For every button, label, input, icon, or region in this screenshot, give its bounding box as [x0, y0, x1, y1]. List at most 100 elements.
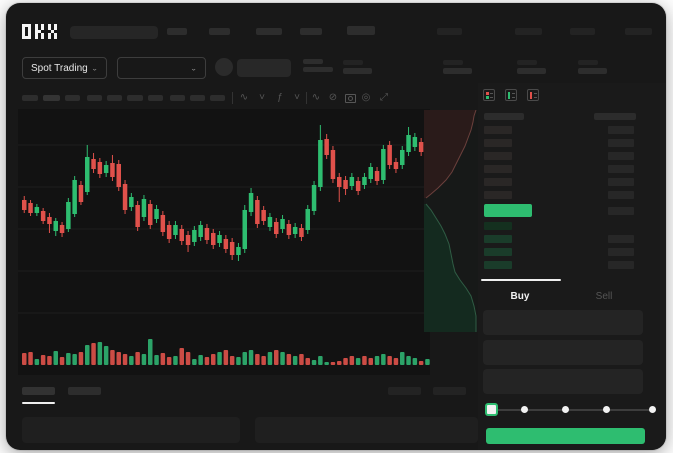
orders-filter-placeholder[interactable]	[433, 387, 466, 395]
timeframe-button[interactable]	[65, 95, 80, 101]
line-tool-icon[interactable]: ∿	[311, 92, 321, 103]
pair-dropdown[interactable]: ⌄	[117, 57, 206, 79]
okx-logo	[22, 24, 57, 39]
candlestick-volume-chart	[18, 125, 430, 365]
ask-amount[interactable]	[608, 126, 634, 134]
ask-price[interactable]	[484, 178, 512, 186]
nav-link-placeholder[interactable]	[515, 28, 542, 35]
stat-label-placeholder	[517, 60, 537, 65]
last-price-placeholder	[237, 59, 291, 77]
stat-value-placeholder	[517, 68, 546, 74]
slider-stop-50pct[interactable]	[562, 406, 569, 413]
nav-item-placeholder[interactable]	[167, 28, 187, 35]
total-input[interactable]	[483, 369, 643, 394]
timeframe-button[interactable]	[43, 95, 60, 101]
ask-amount[interactable]	[608, 152, 634, 160]
amount-slider-handle[interactable]	[485, 403, 498, 416]
spread-amount[interactable]	[608, 207, 634, 215]
nav-item-placeholder[interactable]	[347, 26, 375, 35]
timeframe-button[interactable]	[148, 95, 163, 101]
timeframe-button[interactable]	[87, 95, 102, 101]
ask-price[interactable]	[484, 139, 512, 147]
timeframe-button[interactable]	[190, 95, 205, 101]
timeframe-button[interactable]	[22, 95, 38, 101]
stat-label-placeholder	[443, 60, 463, 65]
ask-amount[interactable]	[608, 165, 634, 173]
fullscreen-icon[interactable]: ⤢	[380, 92, 388, 103]
ask-amount[interactable]	[608, 191, 634, 199]
price-chart[interactable]	[18, 109, 430, 375]
app-window: Spot Trading ⌄ ⌄ ∿ ˅ ƒ ˅	[6, 3, 666, 450]
buy-tab-label: Buy	[510, 290, 530, 302]
slider-stop-25pct[interactable]	[521, 406, 528, 413]
trade-sidebar: Buy Sell	[478, 83, 666, 450]
nav-link-placeholder[interactable]	[570, 28, 595, 35]
orders-filter-placeholder[interactable]	[388, 387, 421, 395]
bid-amount[interactable]	[608, 248, 634, 256]
ask-amount[interactable]	[608, 139, 634, 147]
search-input[interactable]	[70, 26, 158, 39]
amount-input[interactable]	[483, 340, 643, 365]
indicators-icon[interactable]: ƒ	[277, 92, 283, 103]
ask-price[interactable]	[484, 191, 512, 199]
nav-link-placeholder[interactable]	[625, 28, 652, 35]
coin-avatar	[215, 58, 233, 76]
orderbook-bids-view-icon[interactable]	[505, 89, 517, 101]
slider-stop-100pct[interactable]	[649, 406, 656, 413]
orders-tab-active[interactable]	[22, 387, 55, 395]
top-nav-bar	[6, 3, 666, 51]
nav-item-placeholder[interactable]	[256, 28, 282, 35]
slider-stop-75pct[interactable]	[603, 406, 610, 413]
orderbook-asks-view-icon[interactable]	[527, 89, 539, 101]
nav-item-placeholder[interactable]	[209, 28, 230, 35]
nav-link-placeholder[interactable]	[437, 28, 462, 35]
amount-slider-track[interactable]	[490, 409, 653, 411]
bid-price[interactable]	[484, 222, 512, 230]
tab-sell[interactable]: Sell	[562, 284, 646, 308]
tab-buy[interactable]: Buy	[478, 284, 562, 308]
orders-tab-underline	[22, 402, 55, 404]
market-type-dropdown[interactable]: Spot Trading ⌄	[22, 57, 107, 79]
timeframe-button[interactable]	[127, 95, 143, 101]
order-history-panel	[255, 417, 478, 443]
price-change-placeholder	[303, 67, 333, 72]
stat-value-placeholder	[343, 68, 372, 74]
buy-submit-button[interactable]	[486, 428, 645, 444]
stat-value-placeholder	[443, 68, 472, 74]
toolbar-divider	[306, 92, 307, 104]
buy-tab-indicator	[481, 279, 561, 281]
ask-amount[interactable]	[608, 178, 634, 186]
depth-chart[interactable]	[424, 110, 478, 332]
stat-value-placeholder	[578, 68, 607, 74]
orderbook-combined-view-icon[interactable]	[483, 89, 495, 101]
toolbar-divider	[232, 92, 233, 104]
interval-chevron-icon[interactable]: ˅	[259, 92, 265, 103]
orderbook-col-header-price	[484, 113, 524, 120]
chart-toolbar: ∿ ˅ ƒ ˅ ∿ ⊘ ◎ ⤢	[6, 87, 478, 109]
bid-price[interactable]	[484, 235, 512, 243]
bid-price[interactable]	[484, 261, 512, 269]
timeframe-button[interactable]	[210, 95, 225, 101]
timeframe-button[interactable]	[170, 95, 185, 101]
candle-type-icon[interactable]: ∿	[239, 92, 249, 103]
orders-tab[interactable]	[68, 387, 101, 395]
nav-item-placeholder[interactable]	[300, 28, 322, 35]
target-icon[interactable]: ◎	[361, 92, 371, 103]
price-input[interactable]	[483, 310, 643, 335]
ask-price[interactable]	[484, 165, 512, 173]
camera-icon[interactable]	[345, 94, 356, 103]
bid-price[interactable]	[484, 248, 512, 256]
ask-price[interactable]	[484, 126, 512, 134]
last-price-highlight[interactable]	[484, 204, 532, 217]
chevron-down-icon: ⌄	[190, 64, 197, 72]
timeframe-button[interactable]	[107, 95, 122, 101]
ask-price[interactable]	[484, 152, 512, 160]
settings-chevron-icon[interactable]: ˅	[294, 92, 300, 103]
orderbook-col-header-amount	[594, 113, 636, 120]
eraser-icon[interactable]: ⊘	[328, 92, 338, 103]
bid-amount[interactable]	[608, 235, 634, 243]
bid-amount[interactable]	[608, 261, 634, 269]
open-orders-panel	[22, 417, 240, 443]
chevron-down-icon: ⌄	[91, 64, 98, 72]
sell-tab-label: Sell	[595, 290, 613, 302]
